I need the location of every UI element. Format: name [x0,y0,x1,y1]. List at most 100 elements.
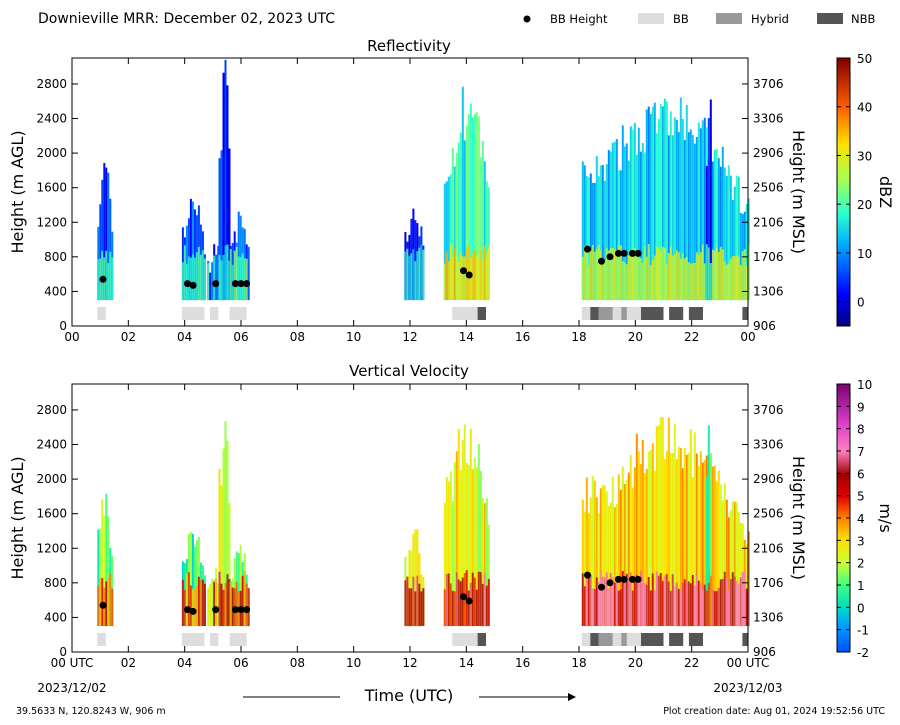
echo-strip [587,513,590,626]
echo-strip [99,529,102,626]
echo-strip [687,452,690,627]
echo-strip [671,135,674,301]
y-tick-label-right: 2506 [753,181,784,195]
echo-column [443,86,490,301]
y-tick-label-right: 1706 [753,250,784,264]
echo-strip [209,584,212,627]
echo-strip-enhanced [461,256,464,300]
reflectivity-title: Reflectivity [367,37,451,55]
echo-strip [589,497,592,627]
echo-strip-enhanced [406,248,409,301]
echo-strip-enhanced [665,264,668,301]
bb-type-bar-bb [452,633,478,646]
echo-strip-enhanced [649,590,652,626]
echo-strip-enhanced [615,249,618,300]
bb-height-point [614,249,622,257]
bb-height-point [243,606,251,614]
echo-strip [703,117,706,301]
echo-strip-enhanced [416,575,419,627]
echo-strip-enhanced [731,572,734,627]
echo-strip-enhanced [597,582,600,627]
echo-strip-enhanced [105,250,108,301]
bb-height-point [460,593,467,601]
echo-strip-enhanced [455,572,458,626]
colorbar-tick-label: 4 [857,512,865,526]
echo-strip-enhanced [228,579,231,626]
echo-strip [643,152,646,300]
echo-strip-enhanced [635,251,638,301]
echo-strip-enhanced [689,263,692,301]
y-tick-label-left: 400 [44,610,67,624]
echo-strip-enhanced [412,576,415,626]
echo-strip-enhanced [445,252,448,301]
echo-strip [727,165,730,301]
echo-strip [621,125,624,301]
echo-strip [461,440,464,627]
x-tick-label: 04 [177,330,192,344]
echo-strip [725,175,728,300]
x-tick-label: 06 [233,330,248,344]
echo-strip-enhanced [609,572,612,627]
y-tick-label-left: 0 [59,645,67,659]
echo-strip-enhanced [191,588,194,626]
echo-strip-enhanced [443,263,446,300]
echo-strip-enhanced [743,570,746,627]
x-tick-label: 16 [515,656,530,670]
echo-strip [705,477,708,627]
legend-nbb-label: NBB [851,12,875,26]
echo-strip-enhanced [651,260,654,301]
y-tick-label-right: 1706 [753,576,784,590]
bb-type-bar-bb [97,633,106,646]
bb-height-point [237,606,245,614]
echo-strip-enhanced [473,249,476,300]
colorbar-tick-label: 30 [857,149,872,163]
colorbar-tick-label: 3 [857,534,865,548]
echo-strip [695,136,698,301]
echo-strip-enhanced [725,264,728,301]
bb-type-bar-hybrid [598,307,613,320]
echo-strip-enhanced [195,252,198,301]
echo-strip [709,453,712,627]
echo-strip-enhanced [457,261,460,301]
y-tick-label-right: 1306 [753,610,784,624]
echo-strip-enhanced [187,256,190,301]
colorbar-tick-label: 40 [857,101,872,115]
echo-strip [727,517,730,627]
echo-strip-enhanced [185,573,188,627]
echo-strip-enhanced [213,581,216,626]
reflectivity-ylabel-right: Height (m MSL) [789,130,808,254]
echo-strip [222,448,225,626]
x-tick-label: 22 [684,330,699,344]
bb-height-point [184,280,191,288]
echo-strip-enhanced [581,256,584,300]
bb-type-bar-nbb [669,633,684,646]
echo-strip [591,183,594,300]
echo-strip [619,489,622,627]
reflectivity-plot-area [97,59,750,320]
echo-strip-enhanced [683,258,686,301]
echo-strip [595,497,598,626]
echo-strip [103,163,106,300]
echo-strip [237,211,240,301]
echo-strip-enhanced [737,256,740,300]
echo-strip [447,481,450,627]
echo-strip [603,485,606,627]
echo-strip-enhanced [685,257,688,301]
bb-type-bar-bb [181,633,205,646]
echo-strip-enhanced [203,583,206,626]
echo-strip-enhanced [183,245,186,300]
bb-height-point [620,575,628,583]
echo-strip-enhanced [597,244,600,300]
echo-strip-enhanced [416,251,419,300]
x-tick-label: 16 [515,330,530,344]
echo-strip [629,455,632,626]
echo-strip [218,158,221,301]
echo-strip-enhanced [197,576,200,627]
echo-column [218,421,231,627]
echo-strip [220,150,223,301]
echo-strip-enhanced [687,262,690,300]
echo-strip [217,245,220,300]
x-tick-label: 18 [571,656,586,670]
echo-strip-enhanced [233,250,236,300]
